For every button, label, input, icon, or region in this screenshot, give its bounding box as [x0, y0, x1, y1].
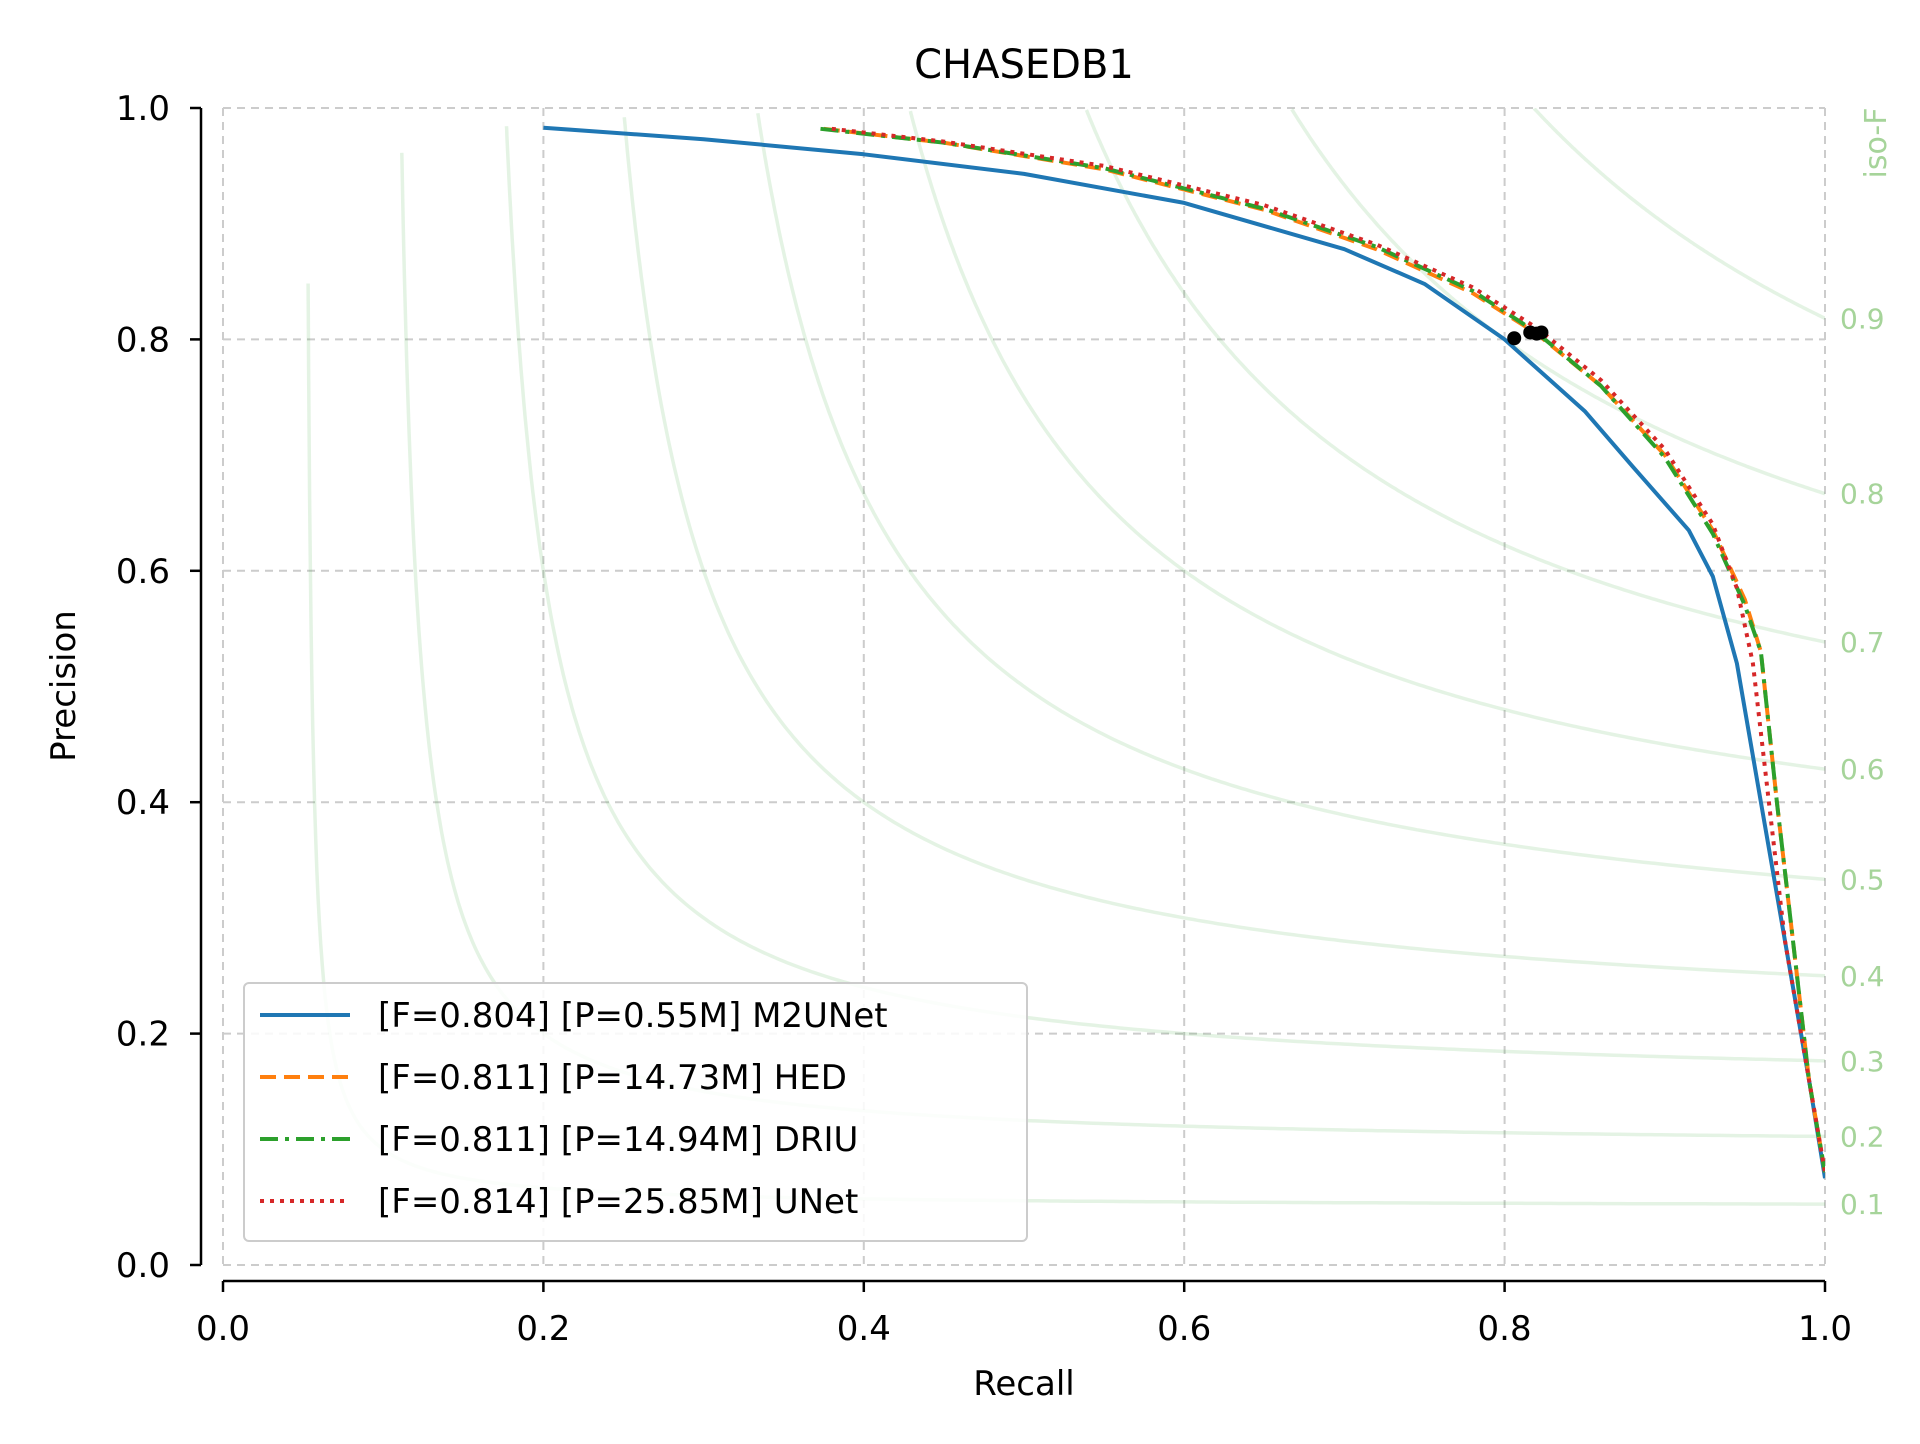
y-tick-label: 0.6 — [116, 552, 170, 592]
iso-f-curve — [756, 112, 1825, 882]
axes — [199, 108, 1825, 1283]
y-tick-label: 1.0 — [116, 89, 170, 129]
legend-label: [F=0.804] [P=0.55M] M2UNet — [378, 996, 888, 1036]
x-tick-label: 0.4 — [837, 1309, 891, 1349]
x-tick-label: 0.0 — [196, 1309, 250, 1349]
y-tick-label: 0.0 — [116, 1246, 170, 1286]
x-tick-label: 0.8 — [1478, 1309, 1532, 1349]
iso-f-label: 0.5 — [1840, 863, 1885, 896]
best-points — [1507, 325, 1549, 346]
y-tick-label: 0.2 — [116, 1015, 170, 1055]
series-line — [820, 126, 1825, 1173]
y-axis-label: Precision — [44, 610, 84, 762]
iso-f-title: iso-F — [1859, 108, 1894, 179]
iso-f-label: 0.2 — [1840, 1120, 1885, 1153]
series-line — [543, 125, 1825, 1179]
legend-label: [F=0.811] [P=14.94M] DRIU — [378, 1120, 858, 1160]
x-tick-label: 0.2 — [516, 1309, 570, 1349]
iso-f-label: 0.4 — [1840, 960, 1885, 993]
iso-f-labels: 0.1 0.2 0.3 0.4 0.5 0.6 0.7 0.8 0.9 — [1840, 302, 1885, 1221]
iso-f-curve — [1532, 108, 1825, 320]
legend: [F=0.804] [P=0.55M] M2UNet [F=0.811] [P=1… — [243, 982, 1028, 1242]
iso-f-label: 0.1 — [1840, 1188, 1885, 1221]
tick-labels: 0.0 0.2 0.4 0.6 0.8 1.0 0.0 0.2 0.4 0.6 0.8 1.0 — [116, 89, 1852, 1349]
iso-f-label: 0.7 — [1840, 626, 1885, 659]
y-tick-label: 0.4 — [116, 783, 170, 823]
iso-f-label: 0.9 — [1840, 302, 1885, 335]
x-axis-label: Recall — [973, 1364, 1074, 1404]
iso-f-curve — [622, 117, 1825, 978]
iso-f-label: 0.8 — [1840, 478, 1885, 511]
legend-label: [F=0.814] [P=25.85M] UNet — [378, 1182, 858, 1222]
x-tick-label: 0.6 — [1157, 1309, 1211, 1349]
iso-f-label: 0.6 — [1840, 753, 1885, 786]
legend-label: [F=0.811] [P=14.73M] HED — [378, 1058, 847, 1098]
iso-f-label: 0.3 — [1840, 1045, 1885, 1078]
series-lines — [543, 125, 1825, 1179]
iso-f-curve — [1084, 109, 1825, 644]
series-line — [831, 126, 1825, 1173]
best-f-point — [1507, 331, 1522, 346]
legend-frame — [243, 982, 1028, 1242]
best-f-point — [1534, 325, 1549, 340]
chart-title: CHASEDB1 — [914, 42, 1134, 88]
iso-f-curve — [1290, 108, 1825, 496]
x-tick-label: 1.0 — [1798, 1309, 1852, 1349]
y-tick-label: 0.8 — [116, 320, 170, 360]
iso-f-curve — [908, 110, 1825, 771]
